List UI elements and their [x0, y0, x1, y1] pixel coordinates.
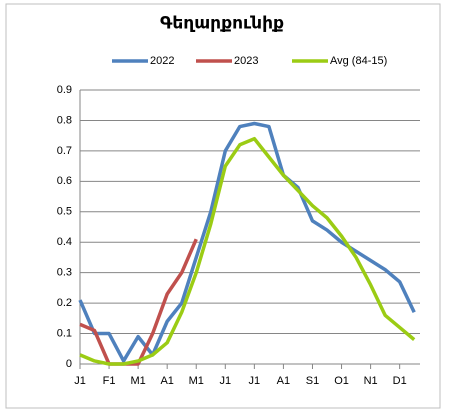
- series-line: [78, 121, 416, 363]
- legend-label: 2022: [150, 55, 174, 67]
- x-tick-label: N1: [364, 375, 378, 387]
- x-tick-label: M1: [189, 375, 204, 387]
- legend-label: 2023: [234, 55, 258, 67]
- legend-label: Avg (84-15): [330, 55, 387, 67]
- y-tick-label: 0.4: [57, 236, 72, 248]
- x-tick-label: S1: [306, 375, 319, 387]
- x-tick-label: J1: [74, 375, 86, 387]
- y-tick-label: 0.2: [57, 297, 72, 309]
- y-tick-label: 0: [66, 358, 72, 370]
- x-tick-label: M1: [130, 375, 145, 387]
- y-tick-label: 0.7: [57, 145, 72, 157]
- x-tick-label: A1: [277, 375, 290, 387]
- y-tick-label: 0.5: [57, 206, 72, 218]
- x-tick-label: J1: [219, 375, 231, 387]
- y-tick-label: 0.6: [57, 175, 72, 187]
- series-line: [79, 238, 198, 366]
- x-tick-label: J1: [249, 375, 261, 387]
- chart-frame: [5, 3, 441, 409]
- x-tick-label: F1: [103, 375, 116, 387]
- x-tick-label: A1: [160, 375, 173, 387]
- x-tick-label: O1: [334, 375, 349, 387]
- y-tick-label: 0.8: [57, 114, 72, 126]
- y-tick-label: 0.9: [57, 84, 72, 96]
- y-tick-label: 0.3: [57, 267, 72, 279]
- chart-title: Գեղարքունիք: [160, 13, 284, 32]
- y-tick-label: 0.1: [57, 327, 72, 339]
- series-line: [79, 136, 416, 366]
- x-tick-label: D1: [393, 375, 407, 387]
